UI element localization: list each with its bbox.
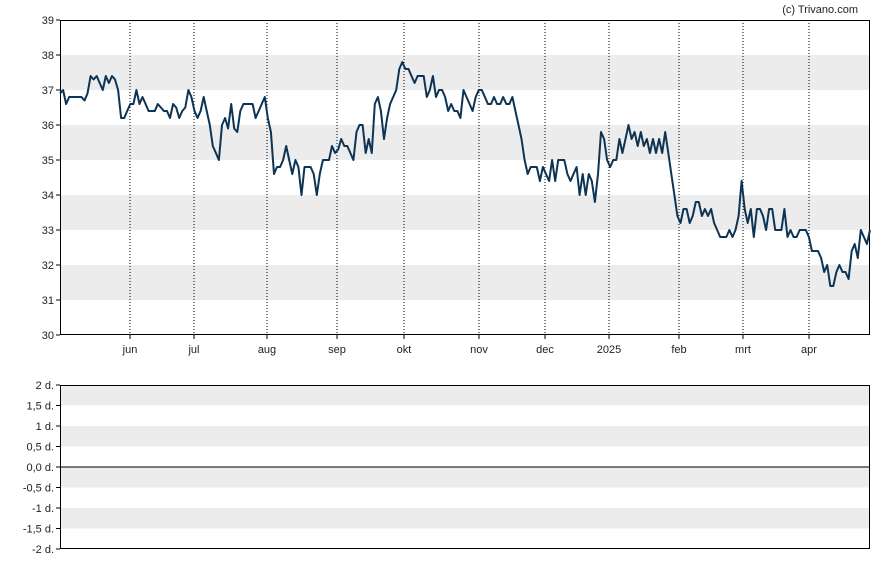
y-tick-label: 0,5 d. bbox=[26, 442, 54, 454]
band bbox=[60, 195, 870, 230]
y-tick-label: 38 bbox=[42, 50, 54, 62]
x-tick-label: apr bbox=[801, 344, 817, 356]
x-tick-label: jun bbox=[122, 344, 138, 356]
credit-label: (c) Trivano.com bbox=[782, 4, 858, 16]
y-tick-label: 39 bbox=[42, 15, 54, 27]
x-tick-label: sep bbox=[328, 344, 346, 356]
band bbox=[60, 426, 870, 447]
y-tick-label: 34 bbox=[42, 190, 54, 202]
band bbox=[60, 265, 870, 300]
y-tick-label: -0,5 d. bbox=[23, 483, 54, 495]
x-tick-label: 2025 bbox=[597, 344, 621, 356]
y-tick-label: 30 bbox=[42, 330, 54, 342]
x-tick-label: jul bbox=[187, 344, 199, 356]
plot-frame bbox=[60, 385, 870, 549]
secondary-chart: -2 d. -1,5 d. -1 d. -0,5 d. 0,0 d. 0,5 d. 1 d.… bbox=[23, 380, 870, 556]
band bbox=[60, 55, 870, 90]
plot-frame bbox=[60, 20, 870, 335]
x-tick-label: okt bbox=[397, 344, 412, 356]
price-line bbox=[59, 61, 871, 287]
y-tick-label: 31 bbox=[42, 295, 54, 307]
x-tick-label: mrt bbox=[735, 344, 751, 356]
y-tick-label: 35 bbox=[42, 155, 54, 167]
band bbox=[60, 385, 870, 406]
x-tick-label: feb bbox=[671, 344, 686, 356]
y-tick-label: -1,5 d. bbox=[23, 524, 54, 536]
band bbox=[60, 467, 870, 488]
band bbox=[60, 125, 870, 160]
x-tick-label: dec bbox=[536, 344, 554, 356]
y-tick-label: 0,0 d. bbox=[26, 462, 54, 474]
y-tick-label: 36 bbox=[42, 120, 54, 132]
y-tick-label: -2 d. bbox=[32, 544, 54, 556]
y-tick-label: 2 d. bbox=[36, 380, 54, 392]
y-tick-label: 1 d. bbox=[36, 421, 54, 433]
y-tick-label: 37 bbox=[42, 85, 54, 97]
price-chart: jun jul aug sep okt nov dec 2025 feb mrt apr 30 31 32… bbox=[42, 15, 871, 356]
y-tick-label: -1 d. bbox=[32, 503, 54, 515]
x-tick-label: aug bbox=[258, 344, 276, 356]
y-tick-label: 33 bbox=[42, 225, 54, 237]
y-tick-label: 1,5 d. bbox=[26, 401, 54, 413]
x-tick-label: nov bbox=[470, 344, 488, 356]
band bbox=[60, 508, 870, 529]
y-tick-label: 32 bbox=[42, 260, 54, 272]
